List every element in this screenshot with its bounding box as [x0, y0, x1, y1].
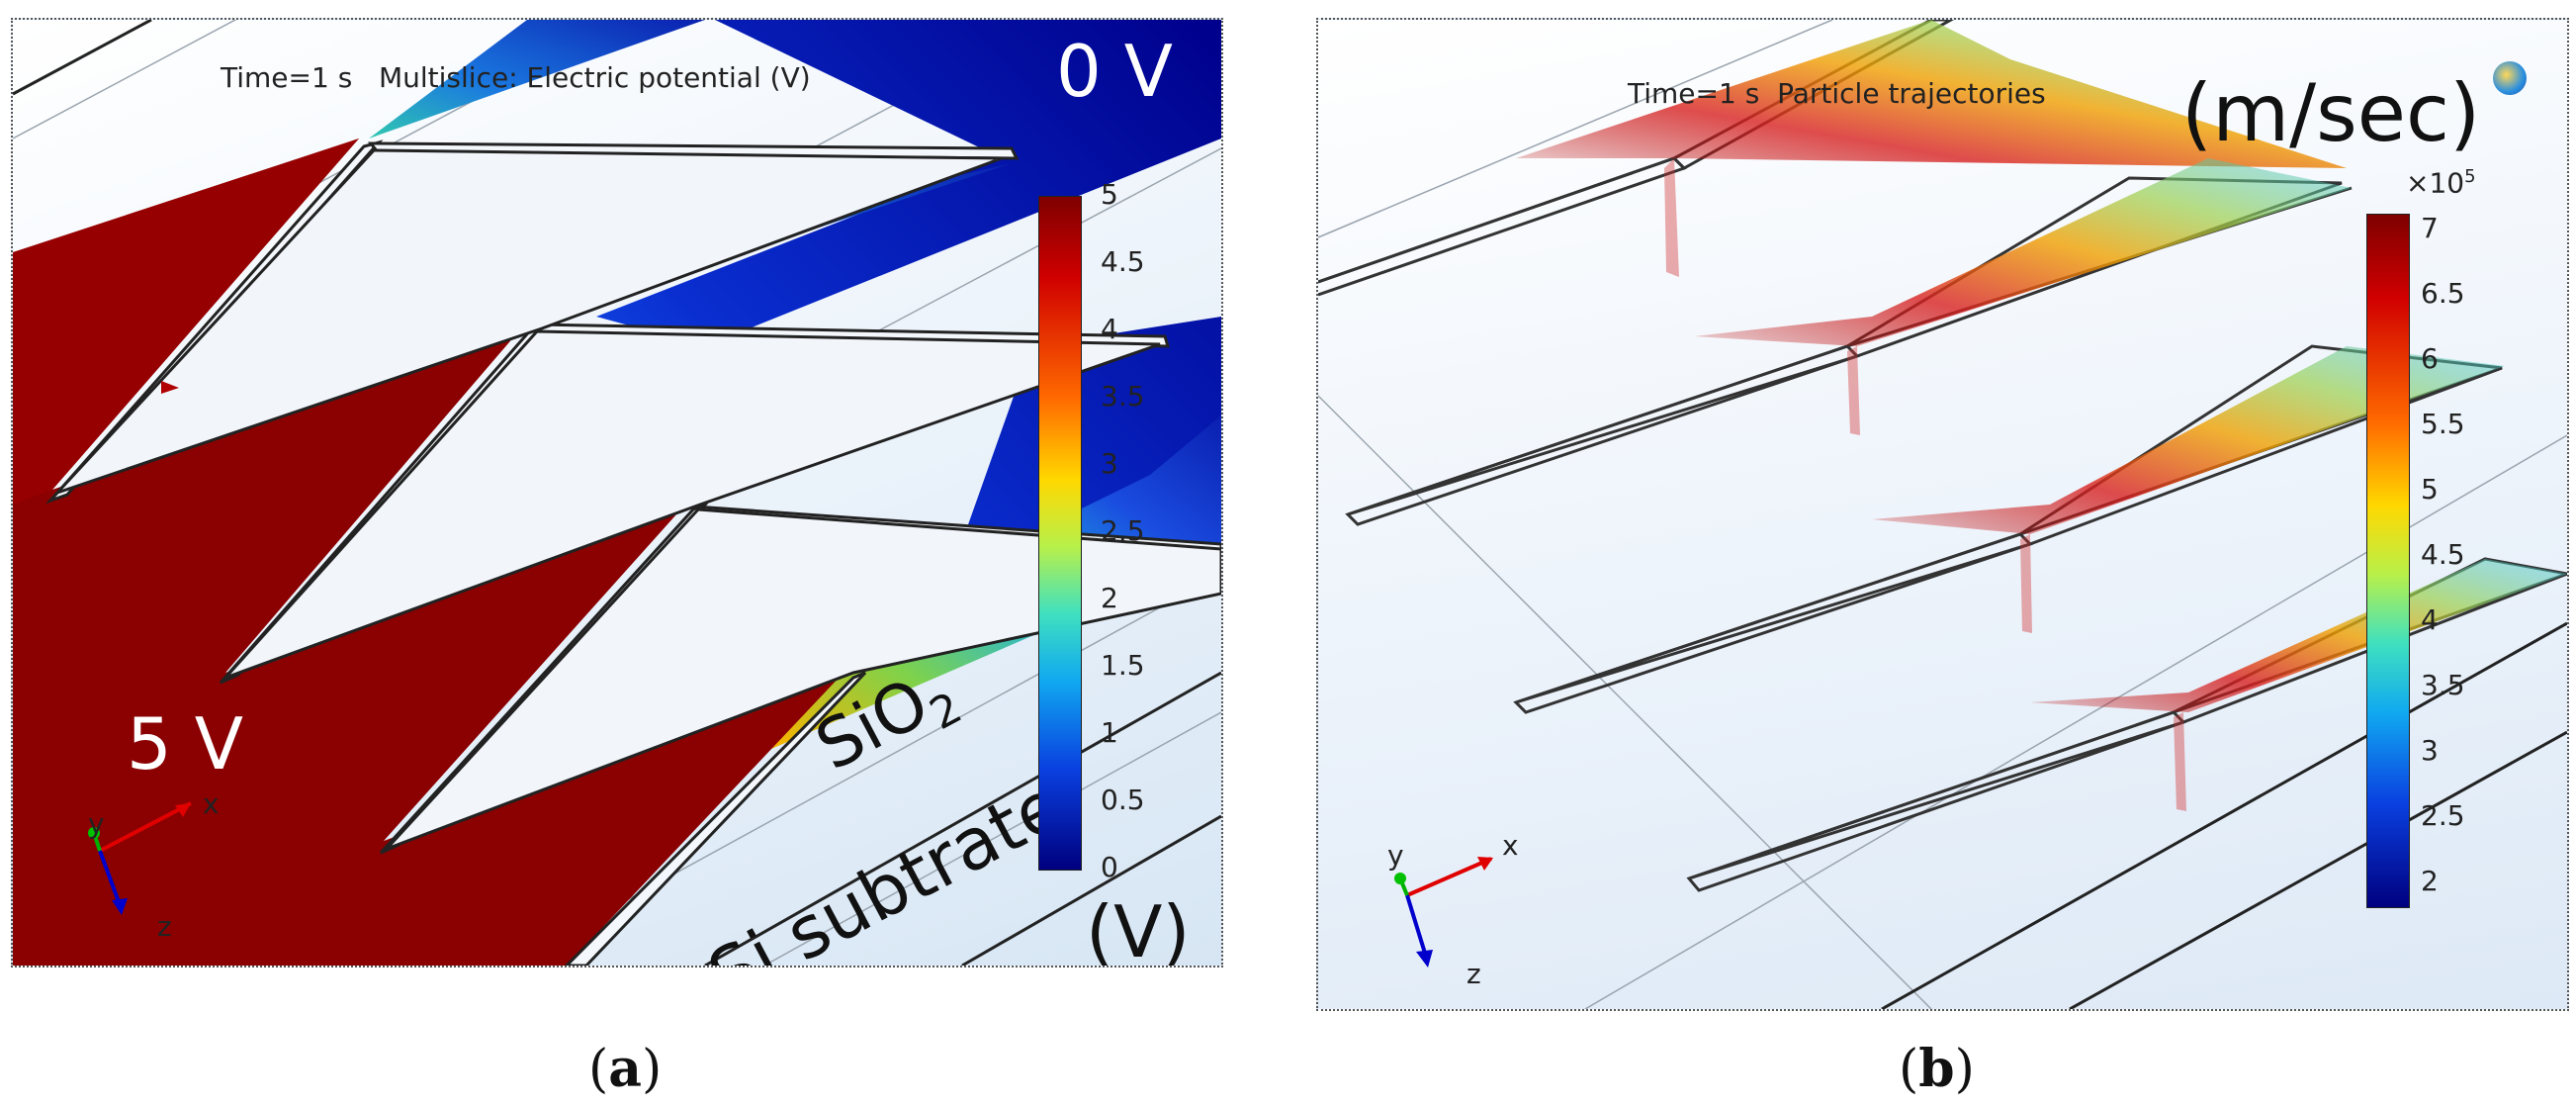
multiplier-exponent: 5 — [2464, 166, 2476, 187]
colorbar-tick-label: 5 — [1101, 178, 1118, 211]
trajectory-fan-3 — [1872, 346, 2505, 534]
panel-a-geometry — [13, 20, 1221, 966]
panel-a-axis-triad — [88, 801, 192, 915]
trajectory-fan-1 — [1516, 20, 2347, 168]
colorbar-tick-label: 3.5 — [2421, 669, 2465, 701]
trajectory-fan-2 — [1694, 158, 2352, 346]
colorbar-tick-label: 1 — [1101, 716, 1118, 749]
axis-label-x: x — [203, 787, 220, 820]
z-axis-head — [112, 898, 128, 915]
colorbar-tick-label: 1.5 — [1101, 649, 1145, 682]
b-axis-label-x: x — [1502, 829, 1519, 862]
colorbar-tick-label: 3.5 — [1101, 380, 1145, 413]
colorbar-tick-label: 5.5 — [2421, 408, 2465, 440]
colorbar-tick-label: 0.5 — [1101, 784, 1145, 816]
colorbar-tick-label: 5 — [2421, 473, 2439, 506]
axis-label-z: z — [157, 910, 172, 943]
colorbar-tick-label: 4 — [2421, 603, 2439, 636]
region-5v-electrode — [13, 138, 844, 966]
colorbar-tick-label: 0 — [1101, 851, 1118, 883]
colorbar-tick-label: 3 — [1101, 447, 1118, 480]
label-0v: 0 V — [1056, 30, 1173, 113]
multiplier-base: ×10 — [2406, 166, 2465, 200]
caption-b: (b) — [1899, 1039, 1975, 1099]
colorbar-tick-label: 4.5 — [2421, 538, 2465, 571]
drip-3 — [2020, 534, 2032, 633]
b-axis-label-z: z — [1466, 958, 1481, 990]
panel-a-potential-plot: Time=1 s Multislice: Electric potential … — [11, 18, 1223, 968]
y-axis-head — [88, 827, 100, 839]
colorbar-tick-label: 3 — [2421, 734, 2439, 767]
panel-b-unit: (m/sec) — [2181, 67, 2481, 159]
panel-b-trajectory-plot: Time=1 s Particle trajectories (m/sec) ×… — [1316, 18, 2569, 1011]
rhombus-openings — [55, 148, 1221, 851]
panel-b-dark-lines — [1881, 621, 2567, 1009]
marker-red — [161, 381, 179, 394]
trajectory-fan-4 — [2030, 559, 2567, 712]
x-axis-head — [175, 803, 191, 817]
b-axis-label-y: y — [1387, 839, 1404, 872]
panel-b-colorbar — [2366, 214, 2410, 908]
comsol-logo-icon — [2493, 61, 2527, 95]
b-y-axis-head — [1394, 873, 1406, 884]
caption-a: (a) — [588, 1039, 663, 1099]
x-axis-arrow — [99, 801, 192, 853]
region-5v-shade — [13, 138, 359, 505]
particle-trajectory-fans — [1516, 20, 2567, 811]
colorbar-tick-label: 2.5 — [1101, 514, 1145, 547]
drip-2 — [1847, 346, 1860, 435]
drip-1 — [1664, 158, 1679, 277]
label-5v: 5 V — [127, 702, 243, 785]
panel-a-unit: (V) — [1086, 890, 1191, 968]
drip-4 — [2174, 712, 2186, 811]
b-x-axis-head — [1477, 857, 1493, 871]
colorbar-tick-label: 4 — [1101, 313, 1118, 345]
triangle-top — [369, 20, 705, 138]
axis-label-y: y — [88, 807, 105, 840]
panel-a-sim-title: Time=1 s Multislice: Electric potential … — [221, 61, 811, 94]
dark-edge-lines — [13, 20, 1221, 966]
colorbar-tick-label: 2 — [1101, 582, 1118, 614]
b-x-axis-arrow — [1406, 857, 1492, 897]
caption-a-letter: a — [608, 1039, 642, 1099]
panel-b-geometry — [1318, 20, 2567, 1009]
panel-b-multiplier: ×105 — [2406, 166, 2476, 199]
colorbar-tick-label: 7 — [2421, 212, 2439, 244]
b-z-axis-head — [1416, 950, 1433, 968]
colorbar-tick-label: 4.5 — [1101, 245, 1145, 278]
colorbar-tick-label: 2.5 — [2421, 799, 2465, 832]
colorbar-tick-label: 6.5 — [2421, 277, 2465, 310]
colorbar-tick-label: 6 — [2421, 342, 2439, 375]
b-z-axis-arrow — [1405, 894, 1429, 961]
colorbar-tick-label: 2 — [2421, 865, 2439, 897]
panel-b-axis-triad — [1394, 857, 1493, 968]
panel-b-sim-title: Time=1 s Particle trajectories — [1628, 77, 2046, 110]
caption-b-letter: b — [1918, 1039, 1955, 1099]
panel-a-colorbar — [1038, 196, 1082, 871]
